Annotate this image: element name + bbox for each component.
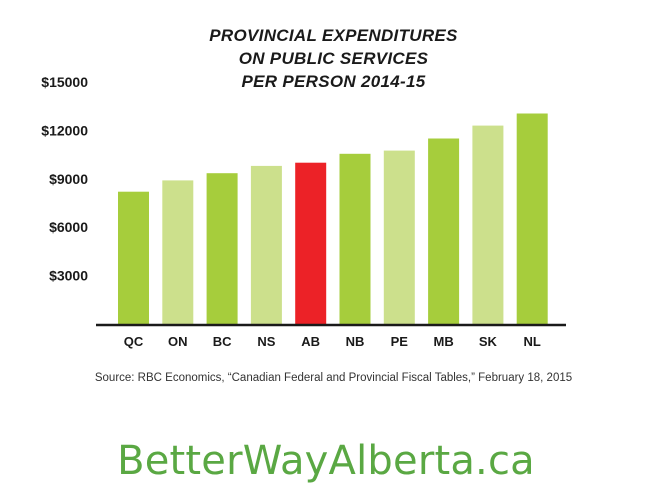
bar-sk — [472, 125, 504, 324]
x-tick-label: NS — [257, 334, 275, 349]
bar-on — [162, 180, 194, 324]
chart-title-line-1: PROVINCIAL EXPENDITURES — [209, 26, 458, 45]
bar-bc — [206, 173, 238, 324]
chart-title-line-3: PER PERSON 2014-15 — [241, 72, 426, 91]
bar-ns — [250, 165, 282, 324]
y-tick-label: $12000 — [41, 122, 88, 138]
x-tick-label: SK — [479, 334, 498, 349]
brand-wordmark: BetterWayAlberta.ca — [117, 438, 535, 484]
bar-chart: $3000 $6000 $9000 $12000 $15000 QC ON BC NS AB NB P… — [41, 74, 566, 349]
x-tick-label: ON — [168, 334, 188, 349]
x-tick-label: AB — [301, 334, 320, 349]
y-tick-label: $3000 — [49, 268, 88, 284]
chart-title-line-2: ON PUBLIC SERVICES — [238, 49, 429, 68]
x-tick-label: NL — [524, 334, 541, 349]
x-tick-label: PE — [391, 334, 409, 349]
x-tick-label: BC — [213, 334, 232, 349]
y-tick-label: $9000 — [49, 171, 88, 187]
bar-nl — [516, 113, 548, 324]
bar-nb — [339, 153, 371, 324]
x-tick-label: QC — [124, 334, 144, 349]
bar-mb — [428, 138, 460, 324]
bar-qc — [118, 191, 149, 324]
x-tick-label: NB — [346, 334, 365, 349]
source-note: Source: RBC Economics, “Canadian Federal… — [94, 372, 573, 384]
bar-pe — [383, 150, 415, 324]
y-tick-label: $6000 — [49, 219, 88, 235]
bar-ab — [295, 162, 327, 324]
y-tick-label: $15000 — [41, 74, 88, 90]
x-tick-label: MB — [433, 334, 453, 349]
